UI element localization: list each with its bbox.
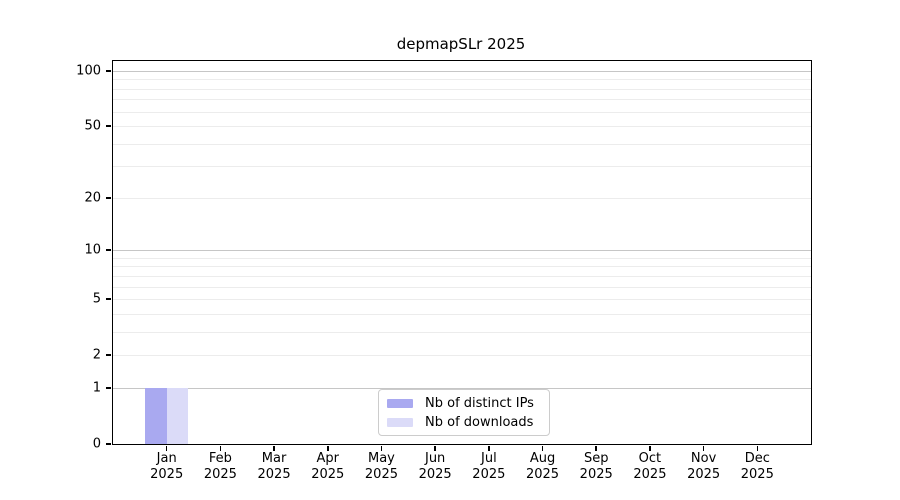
gridline-minor xyxy=(113,266,811,268)
y-axis-tick-label: 20 xyxy=(84,190,101,206)
gridline-major xyxy=(113,71,811,72)
x-tick-year: 2025 xyxy=(525,467,560,482)
x-axis-tick-label: Jan 2025 xyxy=(135,451,199,483)
gridline-minor xyxy=(113,286,811,288)
y-axis-tick xyxy=(106,197,111,199)
legend-item-downloads: Nb of downloads xyxy=(387,414,541,431)
legend-label-distinct-ips: Nb of distinct IPs xyxy=(425,396,534,411)
gridline-minor xyxy=(113,197,811,199)
legend: Nb of distinct IPs Nb of downloads xyxy=(378,389,550,436)
gridline-major xyxy=(113,387,811,389)
y-axis-tick-label: 100 xyxy=(76,63,101,79)
x-axis-tick xyxy=(702,446,705,451)
bar-distinct-ips xyxy=(145,387,167,444)
y-axis-tick xyxy=(106,125,111,127)
x-tick-month: Jul xyxy=(481,451,497,466)
x-axis-tick-label: Feb 2025 xyxy=(188,451,252,483)
y-axis-tick-label: 10 xyxy=(84,242,101,258)
x-axis-tick-label: Sep 2025 xyxy=(564,451,628,483)
x-tick-month: Oct xyxy=(638,451,662,466)
gridline-minor xyxy=(113,99,811,101)
bar-downloads xyxy=(166,387,189,444)
chart-title: depmapSLr 2025 xyxy=(396,35,526,53)
x-tick-month: Apr xyxy=(316,451,340,466)
x-axis-tick-label: Oct 2025 xyxy=(618,451,682,483)
x-tick-month: Jun xyxy=(424,451,446,466)
x-tick-month: Nov xyxy=(690,451,717,466)
gridline-minor xyxy=(113,313,811,315)
gridline-minor xyxy=(113,257,811,259)
y-axis-tick xyxy=(106,387,111,389)
x-tick-year: 2025 xyxy=(311,467,345,482)
gridline-minor xyxy=(113,355,811,357)
x-axis-tick-label: Dec 2025 xyxy=(725,451,789,483)
gridline-minor xyxy=(113,88,811,90)
legend-swatch-downloads xyxy=(387,418,413,427)
y-axis-tick-label: 5 xyxy=(92,291,101,307)
x-tick-year: 2025 xyxy=(633,467,667,482)
x-tick-month: Jan xyxy=(156,451,177,466)
x-axis-tick-label: Jun 2025 xyxy=(403,451,467,483)
gridline-minor xyxy=(113,143,811,145)
x-axis-tick-label: Apr 2025 xyxy=(296,451,360,483)
x-tick-year: 2025 xyxy=(364,467,398,482)
y-axis-tick-label: 2 xyxy=(92,347,101,363)
x-axis-tick xyxy=(595,446,597,451)
x-axis-tick xyxy=(219,446,222,451)
x-axis-tick xyxy=(273,446,275,451)
x-axis-tick-label: Aug 2025 xyxy=(511,451,575,483)
gridline-minor xyxy=(113,166,811,168)
x-tick-year: 2025 xyxy=(740,467,774,482)
y-axis-tick-label: 0 xyxy=(92,436,101,452)
gridline-minor xyxy=(113,126,811,128)
gridline-minor xyxy=(113,299,811,301)
x-tick-month: Feb xyxy=(208,451,232,466)
x-tick-month: Sep xyxy=(583,451,609,466)
x-tick-year: 2025 xyxy=(203,467,237,482)
x-axis-tick xyxy=(488,446,490,451)
x-axis-tick xyxy=(649,446,651,451)
y-axis-tick-label: 50 xyxy=(84,118,101,134)
x-tick-year: 2025 xyxy=(150,467,184,482)
x-tick-month: Dec xyxy=(744,451,770,466)
x-tick-year: 2025 xyxy=(687,467,721,482)
legend-item-distinct-ips: Nb of distinct IPs xyxy=(387,395,541,412)
y-axis-tick xyxy=(106,70,111,72)
x-axis-tick xyxy=(541,446,544,451)
x-tick-month: Mar xyxy=(261,451,287,466)
y-axis-tick xyxy=(106,249,111,251)
y-axis-tick xyxy=(106,298,111,300)
x-tick-year: 2025 xyxy=(579,467,613,482)
x-axis-tick xyxy=(327,446,329,451)
gridline-minor xyxy=(113,111,811,113)
x-axis-tick-label: May 2025 xyxy=(349,451,413,483)
plot-area: Nb of distinct IPs Nb of downloads 0 1 2 5 1… xyxy=(76,60,812,482)
x-axis-tick-label: Jul 2025 xyxy=(457,451,521,483)
gridline-minor xyxy=(113,79,811,81)
y-axis-tick xyxy=(106,443,111,445)
x-axis-tick-label: Nov 2025 xyxy=(672,451,736,483)
x-axis-tick xyxy=(380,446,383,451)
x-tick-month: May xyxy=(368,451,395,466)
gridline-minor xyxy=(113,275,811,277)
x-tick-month: Aug xyxy=(529,451,556,466)
x-axis-tick xyxy=(434,446,436,451)
y-axis-tick-label: 1 xyxy=(92,380,101,396)
x-axis-tick xyxy=(165,446,168,451)
legend-swatch-distinct-ips xyxy=(387,399,413,408)
gridline-major xyxy=(113,250,811,252)
legend-label-downloads: Nb of downloads xyxy=(425,415,534,430)
gridline-minor xyxy=(113,331,811,333)
x-tick-year: 2025 xyxy=(418,467,452,482)
y-axis-tick xyxy=(106,354,111,356)
x-tick-year: 2025 xyxy=(257,467,291,482)
x-axis-tick xyxy=(756,446,759,451)
x-axis-tick-label: Mar 2025 xyxy=(242,451,306,483)
x-tick-year: 2025 xyxy=(472,467,506,482)
